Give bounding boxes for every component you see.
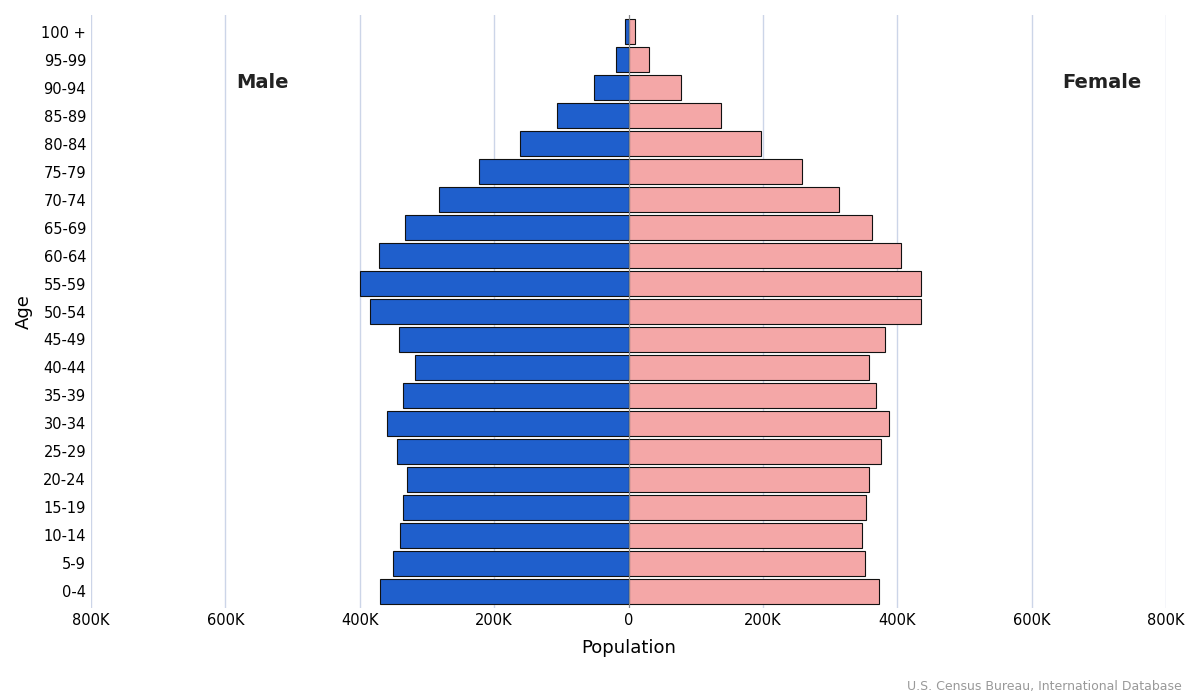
Bar: [629, 216, 872, 240]
Bar: [629, 299, 920, 324]
Bar: [397, 439, 629, 463]
Bar: [594, 76, 629, 100]
Bar: [629, 467, 869, 491]
Bar: [629, 579, 878, 603]
Text: U.S. Census Bureau, International Database: U.S. Census Bureau, International Databa…: [907, 680, 1182, 693]
X-axis label: Population: Population: [581, 639, 676, 657]
Bar: [616, 48, 629, 72]
Text: Female: Female: [1062, 73, 1141, 92]
Bar: [629, 495, 866, 519]
Bar: [378, 244, 629, 268]
Bar: [629, 271, 920, 296]
Bar: [629, 76, 682, 100]
Bar: [629, 383, 876, 407]
Text: Male: Male: [236, 73, 289, 92]
Bar: [403, 383, 629, 407]
Bar: [629, 104, 721, 128]
Bar: [407, 467, 629, 491]
Bar: [360, 271, 629, 296]
Bar: [479, 160, 629, 184]
Bar: [629, 523, 863, 547]
Bar: [629, 355, 869, 380]
Bar: [439, 188, 629, 212]
Y-axis label: Age: Age: [14, 294, 32, 329]
Bar: [370, 299, 629, 324]
Bar: [629, 327, 886, 352]
Bar: [398, 327, 629, 352]
Bar: [406, 216, 629, 240]
Bar: [629, 188, 839, 212]
Bar: [629, 439, 881, 463]
Bar: [629, 48, 649, 72]
Bar: [380, 579, 629, 603]
Bar: [625, 20, 629, 44]
Bar: [629, 551, 865, 575]
Bar: [400, 523, 629, 547]
Bar: [394, 551, 629, 575]
Bar: [629, 20, 635, 44]
Bar: [629, 244, 901, 268]
Bar: [386, 411, 629, 435]
Bar: [403, 495, 629, 519]
Bar: [557, 104, 629, 128]
Bar: [520, 132, 629, 156]
Bar: [629, 132, 761, 156]
Bar: [629, 160, 802, 184]
Bar: [629, 411, 889, 435]
Bar: [415, 355, 629, 380]
